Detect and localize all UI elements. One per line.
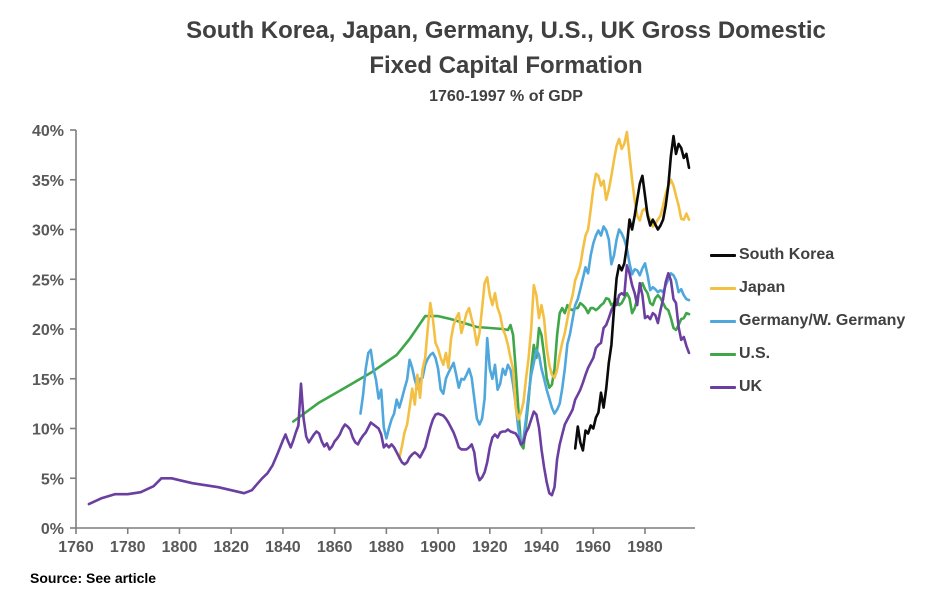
series-line-uk [87, 263, 691, 506]
legend-swatch-south-korea [710, 253, 736, 257]
y-tick-label: 25% [32, 272, 64, 289]
series-line-germany-w-germany [359, 225, 691, 445]
chart-title-line2: Fixed Capital Formation [369, 51, 643, 79]
x-tick-label: 1780 [110, 539, 146, 556]
legend-label-us: U.S. [739, 345, 771, 362]
y-tick-label: 30% [32, 223, 64, 240]
y-tick-label: 15% [32, 372, 64, 389]
x-tick-label: 1840 [265, 539, 301, 556]
y-tick-label: 5% [41, 471, 64, 488]
y-tick-label: 35% [32, 173, 64, 190]
legend-item-germany: Germany/W. Germany [710, 310, 905, 332]
legend-item-us: U.S. [710, 343, 905, 365]
legend-label-japan: Japan [739, 279, 786, 296]
x-tick-label: 1920 [472, 539, 508, 556]
legend-item-south-korea: South Korea [710, 244, 905, 266]
y-tick-label: 10% [32, 422, 64, 439]
x-tick-label: 1980 [627, 539, 663, 556]
legend-swatch-japan [710, 286, 736, 290]
series-line-u-s- [291, 281, 691, 450]
legend-item-uk: UK [710, 376, 905, 398]
source-note: Source: See article [30, 570, 157, 586]
series-line-japan [397, 130, 691, 460]
legend-label-germany: Germany/W. Germany [739, 312, 906, 329]
x-tick-label: 1960 [575, 539, 611, 556]
x-tick-label: 1800 [162, 539, 198, 556]
chart-subtitle: 1760-1997 % of GDP [429, 87, 583, 105]
legend-swatch-germany [710, 319, 736, 323]
chart-legend: South Korea Japan Germany/W. Germany U.S… [710, 244, 905, 398]
legend-swatch-us [710, 352, 736, 356]
y-tick-label: 0% [41, 521, 64, 538]
x-tick-label: 1820 [213, 539, 249, 556]
y-tick-label: 40% [32, 123, 64, 140]
chart-title-line1: South Korea, Japan, Germany, U.S., UK Gr… [186, 17, 826, 44]
legend-swatch-uk [710, 385, 736, 389]
series-line-south-korea [573, 134, 691, 452]
legend-label-south-korea: South Korea [739, 246, 835, 263]
chart-title-block: South Korea, Japan, Germany, U.S., UK Gr… [76, 14, 936, 106]
legend-label-uk: UK [739, 378, 763, 395]
x-tick-label: 1860 [317, 539, 353, 556]
x-tick-label: 1760 [58, 539, 94, 556]
x-tick-label: 1880 [369, 539, 405, 556]
x-tick-label: 1940 [524, 539, 560, 556]
x-tick-label: 1900 [420, 539, 456, 556]
legend-item-japan: Japan [710, 277, 905, 299]
y-tick-label: 20% [32, 322, 64, 339]
